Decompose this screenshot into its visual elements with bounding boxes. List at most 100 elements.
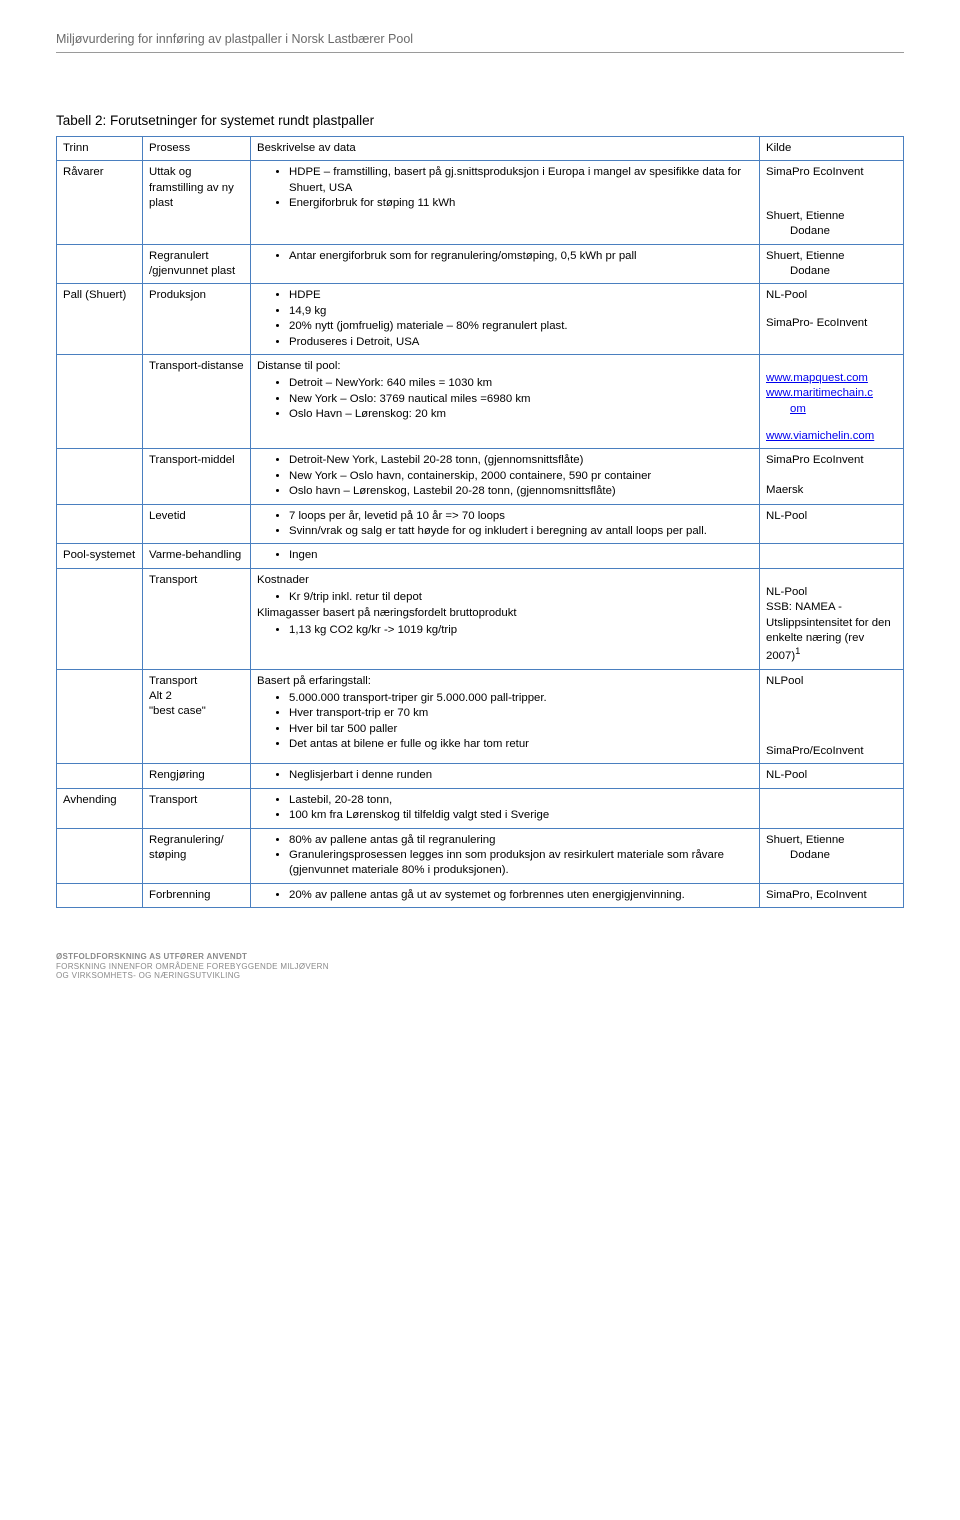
source-text: NLPool <box>766 674 897 689</box>
cell-prosess: Varme-behandling <box>143 544 251 568</box>
table-row: Transport Kostnader Kr 9/trip inkl. retu… <box>57 568 904 669</box>
bullet: New York – Oslo: 3769 nautical miles =69… <box>289 392 753 407</box>
cell-kilde: SimaPro, EcoInvent <box>760 883 904 907</box>
cell-beskrivelse: Ingen <box>251 544 760 568</box>
table-header-row: Trinn Prosess Beskrivelse av data Kilde <box>57 137 904 161</box>
bullet: 1,13 kg CO2 kg/kr -> 1019 kg/trip <box>289 623 753 638</box>
source-text: SSB: NAMEA - Utslippsintensitet for den … <box>766 600 897 664</box>
cell-beskrivelse: 80% av pallene antas gå til regranulerin… <box>251 828 760 883</box>
bullet: HDPE – framstilling, basert på gj.snitts… <box>289 165 753 196</box>
source-text: NL-Pool <box>766 288 897 303</box>
cell-kilde: SimaPro EcoInvent Maersk <box>760 449 904 504</box>
source-text: Dodane <box>766 848 897 863</box>
source-text: SimaPro- EcoInvent <box>766 316 897 331</box>
cell-trinn <box>57 354 143 449</box>
bullet: Granuleringsprosessen legges inn som pro… <box>289 848 753 879</box>
source-text: NL-Pool <box>766 768 897 783</box>
lead-text: Distanse til pool: <box>257 359 753 374</box>
cell-beskrivelse: HDPE – framstilling, basert på gj.snitts… <box>251 161 760 244</box>
table-row: Avhending Transport Lastebil, 20-28 tonn… <box>57 788 904 828</box>
cell-kilde: Shuert, Etienne Dodane <box>760 828 904 883</box>
prosess-line: Alt 2 <box>149 689 244 704</box>
col-header-prosess: Prosess <box>143 137 251 161</box>
table-row: Råvarer Uttak og framstilling av ny plas… <box>57 161 904 244</box>
bullet: Oslo Havn – Lørenskog: 20 km <box>289 407 753 422</box>
bullet: Lastebil, 20-28 tonn, <box>289 793 753 808</box>
page: Miljøvurdering for innføring av plastpal… <box>0 0 960 1021</box>
cell-prosess: Forbrenning <box>143 883 251 907</box>
source-text: SimaPro EcoInvent <box>766 165 897 180</box>
cell-beskrivelse: Neglisjerbart i denne runden <box>251 764 760 788</box>
bullet: Hver transport-trip er 70 km <box>289 706 753 721</box>
footer-line: ØSTFOLDFORSKNING AS UTFØRER ANVENDT <box>56 952 904 962</box>
bullet: 20% av pallene antas gå ut av systemet o… <box>289 888 753 903</box>
cell-beskrivelse: Antar energiforbruk som for regranulerin… <box>251 244 760 284</box>
cell-kilde: SimaPro EcoInvent Shuert, Etienne Dodane <box>760 161 904 244</box>
bullet: 80% av pallene antas gå til regranulerin… <box>289 833 753 848</box>
bullet: Antar energiforbruk som for regranulerin… <box>289 249 753 264</box>
cell-beskrivelse: Distanse til pool: Detroit – NewYork: 64… <box>251 354 760 449</box>
page-title: Miljøvurdering for innføring av plastpal… <box>56 32 904 46</box>
bullet: HDPE <box>289 288 753 303</box>
table-row: Transport-middel Detroit-New York, Laste… <box>57 449 904 504</box>
cell-prosess: Transport Alt 2 "best case" <box>143 669 251 764</box>
cell-prosess: Produksjon <box>143 284 251 355</box>
cell-trinn <box>57 504 143 544</box>
source-link[interactable]: om <box>790 403 806 415</box>
cell-kilde: www.mapquest.com www.maritimechain.c om … <box>760 354 904 449</box>
cell-prosess: Transport-middel <box>143 449 251 504</box>
source-text: Shuert, Etienne <box>766 209 897 224</box>
cell-beskrivelse: 20% av pallene antas gå ut av systemet o… <box>251 883 760 907</box>
footnote-ref: 1 <box>795 646 800 657</box>
bullet: New York – Oslo havn, containerskip, 200… <box>289 469 753 484</box>
table-row: Levetid 7 loops per år, levetid på 10 år… <box>57 504 904 544</box>
footer-line: FORSKNING INNENFOR OMRÅDENE FOREBYGGENDE… <box>56 962 904 972</box>
cell-beskrivelse: HDPE 14,9 kg 20% nytt (jomfruelig) mater… <box>251 284 760 355</box>
table-row: Regranulering/ støping 80% av pallene an… <box>57 828 904 883</box>
bullet: Produseres i Detroit, USA <box>289 335 753 350</box>
source-link[interactable]: www.viamichelin.com <box>766 430 874 442</box>
cell-prosess: Transport-distanse <box>143 354 251 449</box>
source-text: SimaPro EcoInvent <box>766 453 897 468</box>
bullet: 14,9 kg <box>289 304 753 319</box>
mid-text: Klimagasser basert på næringsfordelt bru… <box>257 606 753 621</box>
table-row: Transport-distanse Distanse til pool: De… <box>57 354 904 449</box>
source-text: NL-Pool <box>766 509 897 524</box>
footer-line: OG VIRKSOMHETS- OG NÆRINGSUTVIKLING <box>56 971 904 981</box>
cell-kilde: Shuert, Etienne Dodane <box>760 244 904 284</box>
title-rule <box>56 52 904 53</box>
cell-trinn: Avhending <box>57 788 143 828</box>
cell-prosess: Transport <box>143 568 251 669</box>
cell-trinn <box>57 764 143 788</box>
prosess-line: Transport <box>149 674 244 689</box>
cell-beskrivelse: Kostnader Kr 9/trip inkl. retur til depo… <box>251 568 760 669</box>
table-row: Pool-systemet Varme-behandling Ingen <box>57 544 904 568</box>
cell-trinn <box>57 568 143 669</box>
cell-prosess: Transport <box>143 788 251 828</box>
cell-beskrivelse: Detroit-New York, Lastebil 20-28 tonn, (… <box>251 449 760 504</box>
bullet: Hver bil tar 500 paller <box>289 722 753 737</box>
cell-trinn <box>57 883 143 907</box>
table-caption: Tabell 2: Forutsetninger for systemet ru… <box>56 113 904 128</box>
cell-kilde: NL-Pool <box>760 504 904 544</box>
cell-kilde: NL-Pool SSB: NAMEA - Utslippsintensitet … <box>760 568 904 669</box>
cell-kilde: NL-Pool SimaPro- EcoInvent <box>760 284 904 355</box>
source-text: Dodane <box>766 224 897 239</box>
cell-kilde <box>760 788 904 828</box>
bullet: 5.000.000 transport-triper gir 5.000.000… <box>289 691 753 706</box>
cell-prosess: Uttak og framstilling av ny plast <box>143 161 251 244</box>
bullet: Det antas at bilene er fulle og ikke har… <box>289 737 753 752</box>
bullet: 100 km fra Lørenskog til tilfeldig valgt… <box>289 808 753 823</box>
lead-text: Kostnader <box>257 573 753 588</box>
table-row: Transport Alt 2 "best case" Basert på er… <box>57 669 904 764</box>
cell-prosess: Rengjøring <box>143 764 251 788</box>
cell-trinn: Pool-systemet <box>57 544 143 568</box>
bullet: Svinn/vrak og salg er tatt høyde for og … <box>289 524 753 539</box>
source-link[interactable]: www.mapquest.com <box>766 372 868 384</box>
cell-prosess: Levetid <box>143 504 251 544</box>
bullet: Detroit – NewYork: 640 miles = 1030 km <box>289 376 753 391</box>
bullet: Detroit-New York, Lastebil 20-28 tonn, (… <box>289 453 753 468</box>
cell-beskrivelse: Lastebil, 20-28 tonn, 100 km fra Lørensk… <box>251 788 760 828</box>
cell-kilde: NL-Pool <box>760 764 904 788</box>
source-link[interactable]: www.maritimechain.c <box>766 387 873 399</box>
